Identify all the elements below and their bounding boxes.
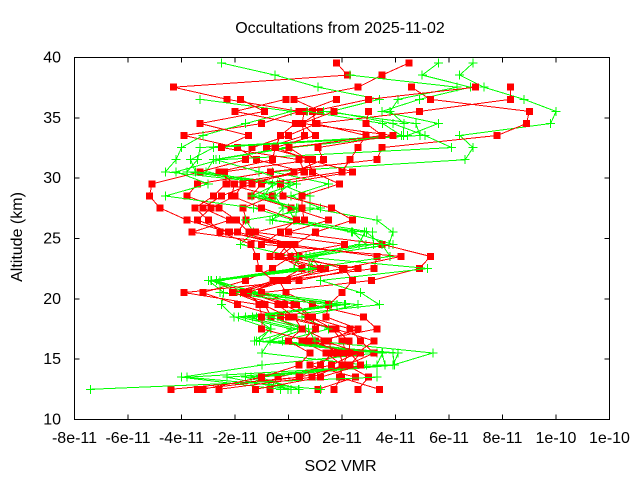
svg-text:4e-11: 4e-11 xyxy=(376,430,416,447)
svg-text:1e-10: 1e-10 xyxy=(536,430,577,447)
svg-text:25: 25 xyxy=(43,231,61,248)
svg-text:2e-11: 2e-11 xyxy=(322,430,362,447)
svg-text:-6e-11: -6e-11 xyxy=(105,430,150,447)
svg-text:Occultations from 2025-11-02: Occultations from 2025-11-02 xyxy=(235,20,445,37)
svg-text:Altitude (km): Altitude (km) xyxy=(9,192,26,282)
svg-text:-4e-11: -4e-11 xyxy=(159,430,204,447)
svg-text:SO2 VMR: SO2 VMR xyxy=(304,458,376,475)
svg-text:0e+00: 0e+00 xyxy=(266,430,311,447)
svg-text:6e-11: 6e-11 xyxy=(429,430,469,447)
svg-text:-2e-11: -2e-11 xyxy=(212,430,257,447)
svg-text:35: 35 xyxy=(43,110,61,127)
svg-text:8e-11: 8e-11 xyxy=(483,430,523,447)
svg-text:10: 10 xyxy=(43,412,61,429)
svg-text:1e-10: 1e-10 xyxy=(589,430,630,447)
svg-text:40: 40 xyxy=(43,50,61,67)
svg-text:30: 30 xyxy=(43,170,61,187)
svg-text:-8e-11: -8e-11 xyxy=(52,430,97,447)
svg-text:20: 20 xyxy=(43,291,61,308)
svg-text:15: 15 xyxy=(43,351,61,368)
